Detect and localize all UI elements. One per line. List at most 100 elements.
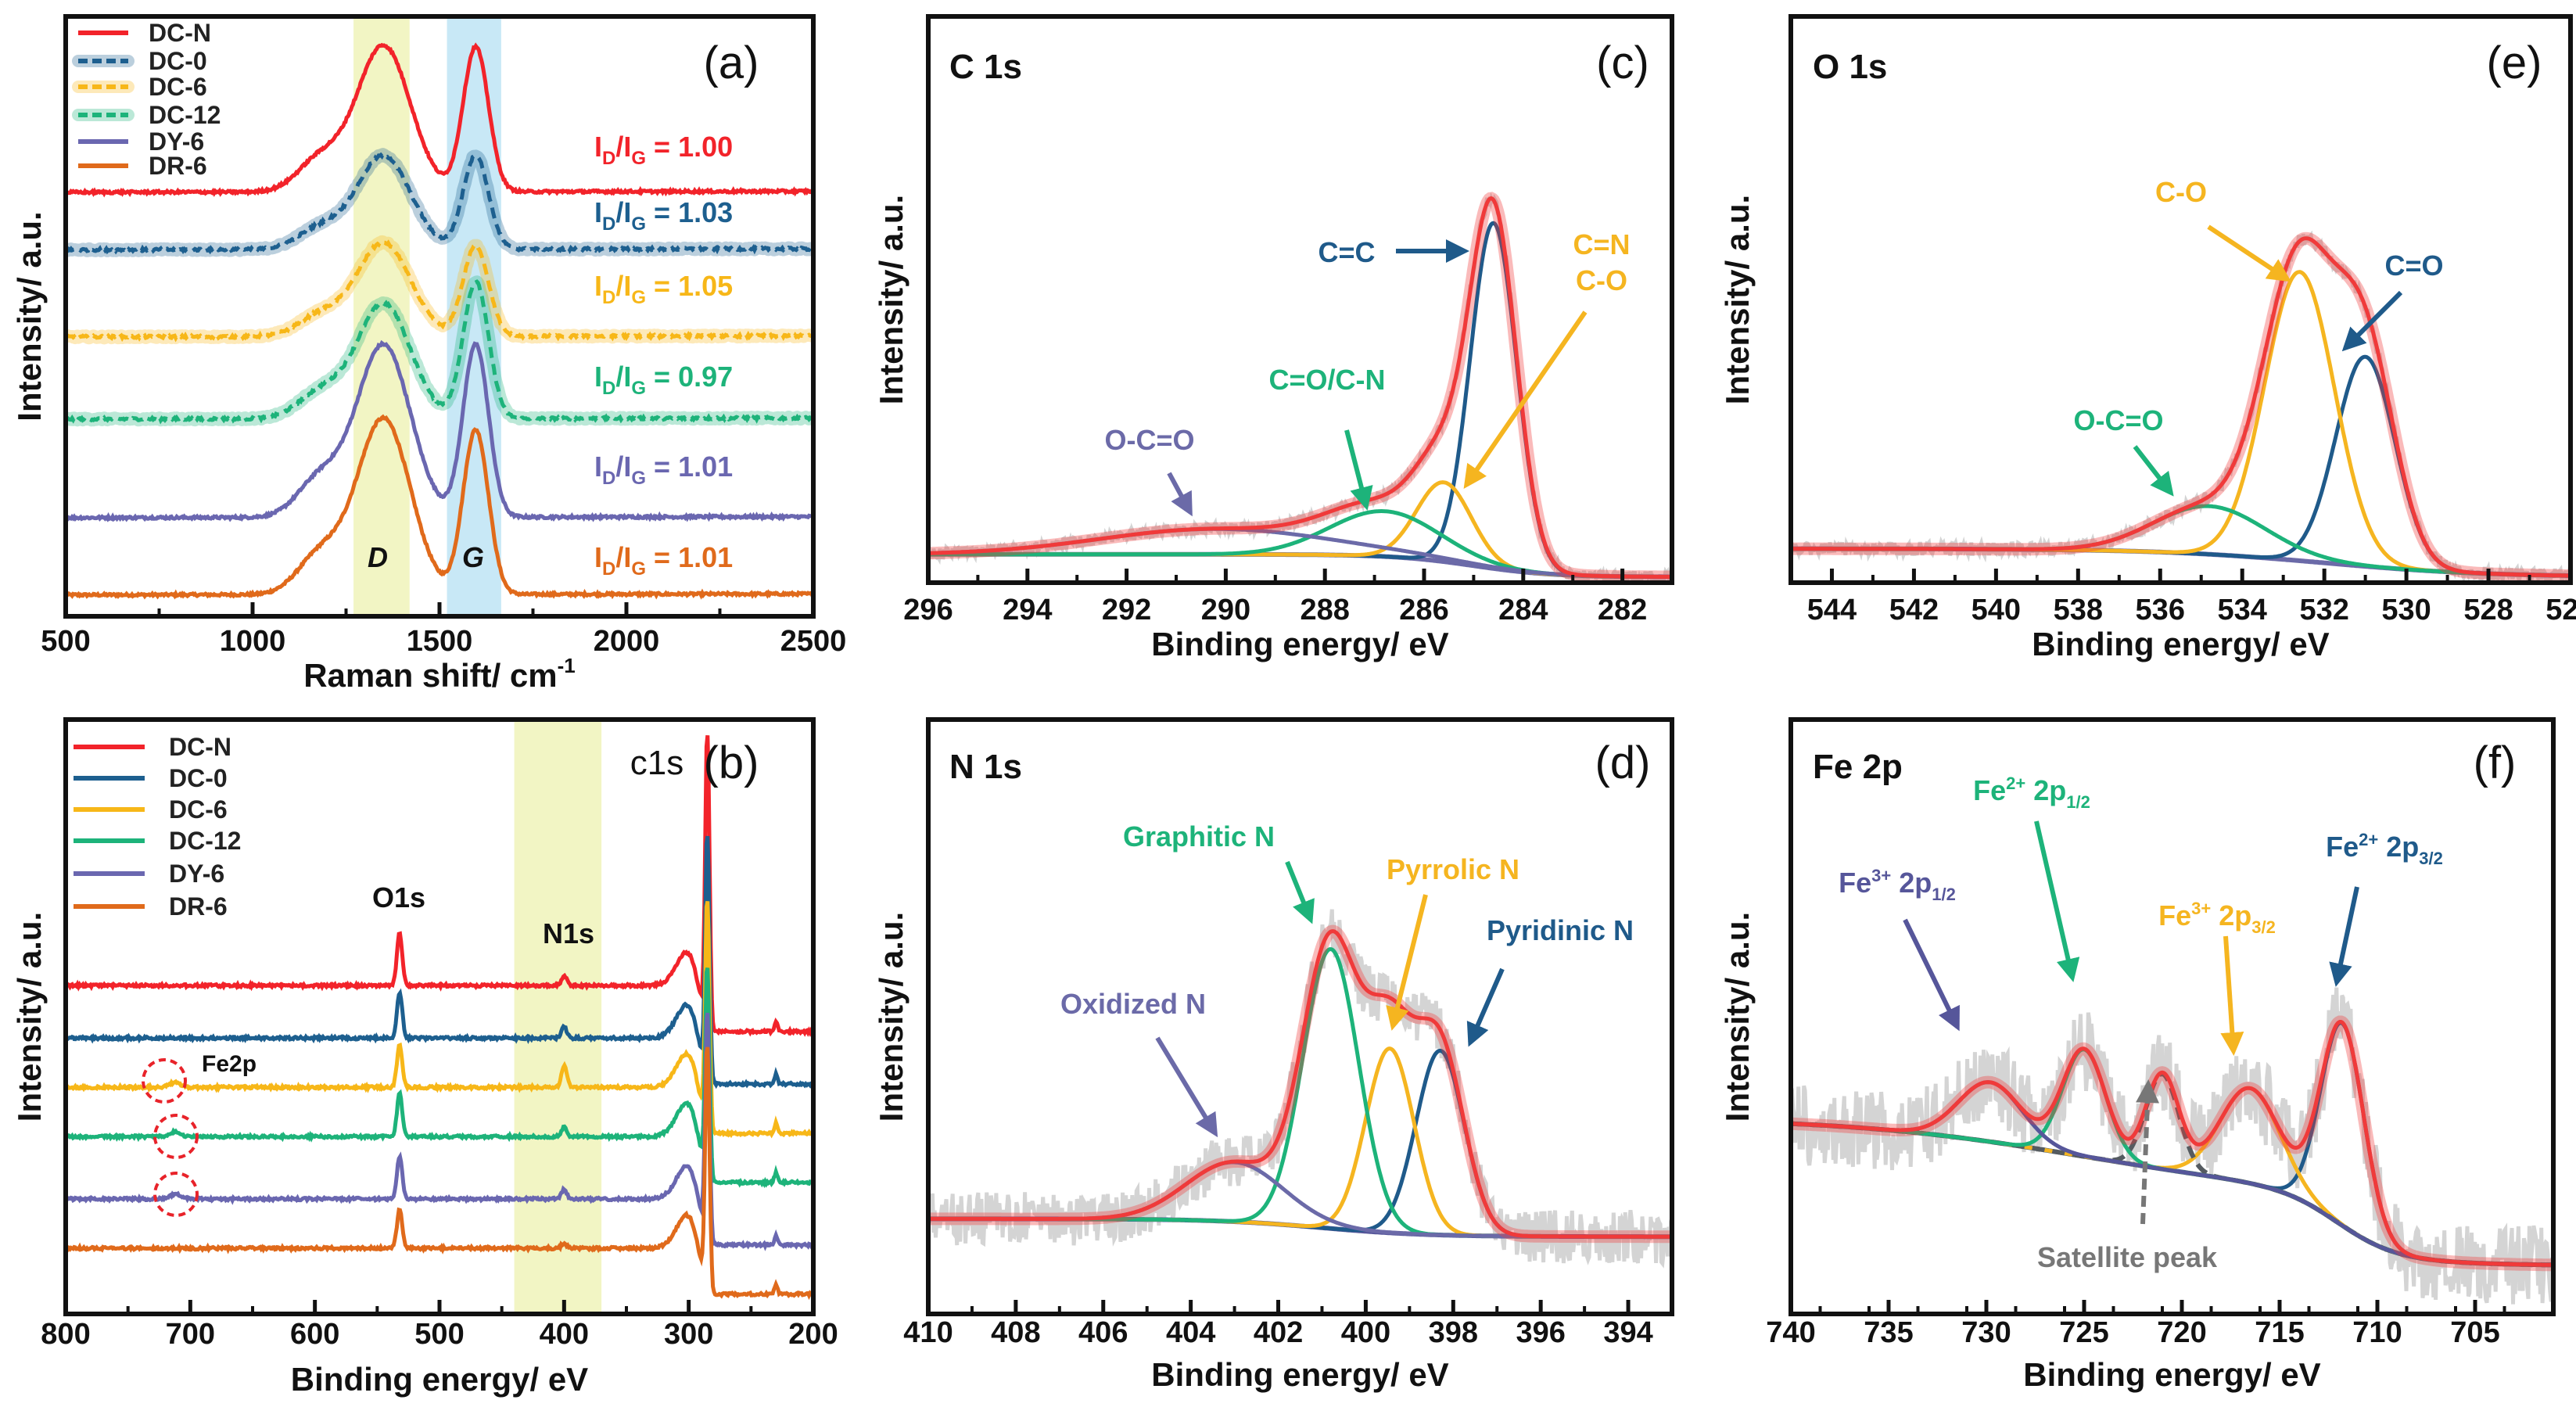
text-part: D <box>602 378 615 399</box>
component-C-O <box>1791 270 2571 578</box>
plot-frame <box>926 14 1674 585</box>
plot-area <box>66 720 813 1314</box>
text-part: O-C=O <box>2073 404 2163 436</box>
text-part: 3+ <box>1871 866 1891 885</box>
text-part: 2p <box>1891 867 1932 899</box>
annotation-arrow <box>2034 820 2080 982</box>
x-tick-label: 400 <box>1341 1316 1390 1349</box>
panel-label: (b) <box>704 738 759 788</box>
text-part: 1/2 <box>1932 885 1956 904</box>
peak-label-n1s: N1s <box>543 917 594 949</box>
x-tick-label: 296 <box>903 594 953 626</box>
raw-data-curve <box>1791 987 2553 1305</box>
x-tick-label: 530 <box>2381 594 2431 626</box>
annotation-label: Pyrrolic N <box>1387 853 1519 885</box>
text-part: C=C <box>1318 236 1375 268</box>
annotation-label: Fe2+ 2p3/2 <box>2326 830 2443 868</box>
annotation-arrow <box>2220 935 2244 1056</box>
x-tick-label: 710 <box>2352 1316 2402 1349</box>
legend-label-DR-6: DR-6 <box>149 152 207 180</box>
text-part: G <box>631 378 646 399</box>
y-axis-title: Intensity/ a.u. <box>11 211 48 421</box>
plot-frame <box>1788 14 2573 585</box>
x-tick-label: 402 <box>1254 1316 1303 1349</box>
panel-label: (d) <box>1595 738 1651 788</box>
series-DC-12 <box>66 279 813 425</box>
legend-label-DR-6: DR-6 <box>169 892 228 921</box>
legend-label-DC-0: DC-0 <box>149 47 207 75</box>
x-tick-label: 540 <box>1971 594 2021 626</box>
x-tick-label: 398 <box>1429 1316 1478 1349</box>
envelope-curve <box>928 196 1672 580</box>
panel-title: Fe 2p <box>1813 748 1903 786</box>
text-part: D <box>602 558 615 580</box>
x-tick-label: 532 <box>2299 594 2348 626</box>
ratio-label-DC-6: ID/IG = 1.05 <box>594 270 733 308</box>
x-tick-label: 292 <box>1102 594 1151 626</box>
annotation-arrow <box>1386 894 1428 1031</box>
x-tick-label: 400 <box>540 1318 589 1351</box>
text-part: /I <box>615 270 631 302</box>
legend-label-DY-6: DY-6 <box>149 127 204 156</box>
text-part: Binding energy/ eV <box>1151 1356 1448 1393</box>
x-tick-label: 294 <box>1003 594 1052 626</box>
text-part: Graphitic N <box>1123 820 1275 852</box>
x-tick-label: 730 <box>1961 1316 2011 1349</box>
text-part: = 0.97 <box>646 361 733 393</box>
x-axis-title: Binding energy/ eV <box>1151 1356 1448 1393</box>
band-D <box>353 16 410 616</box>
annotation-arrow <box>2341 290 2403 352</box>
x-axis-title: Raman shift/ cm-1 <box>303 654 576 694</box>
x-tick-label: 284 <box>1498 594 1548 626</box>
x-axis-title: Binding energy/ eV <box>2032 626 2329 662</box>
x-tick-label: 715 <box>2255 1316 2304 1349</box>
x-tick-label: 396 <box>1516 1316 1565 1349</box>
text-part: Pyrrolic N <box>1387 853 1519 885</box>
annotation-arrow <box>1903 918 1960 1032</box>
annotation-label: C=O <box>2384 249 2443 282</box>
text-part: O-C=O <box>1104 424 1194 456</box>
legend-label-DC-N: DC-N <box>149 19 211 47</box>
text-part: C-O <box>1576 264 1627 296</box>
annotation-arrow <box>1344 429 1373 511</box>
x-tick-label: 528 <box>2463 594 2513 626</box>
x-tick-label: 542 <box>1889 594 1939 626</box>
ratio-label-DC-N: ID/IG = 1.00 <box>594 131 733 169</box>
text-part: G <box>631 287 646 308</box>
text-part: I <box>594 361 602 393</box>
annotation-label: Graphitic N <box>1123 820 1275 852</box>
legend-label-DC-12: DC-12 <box>169 827 241 855</box>
x-tick-label: 600 <box>290 1318 339 1351</box>
y-axis-title: Intensity/ a.u. <box>873 912 909 1122</box>
text-part: = 1.01 <box>646 450 733 483</box>
text-part: 2p <box>2378 831 2419 863</box>
annotation-label: O-C=O <box>1104 424 1194 456</box>
band-N1s <box>514 720 602 1314</box>
x-tick-label: 500 <box>41 625 90 658</box>
plot-area <box>66 16 813 616</box>
annotation-label: Pyridinic N <box>1487 914 1634 946</box>
x-tick-label: 705 <box>2450 1316 2499 1349</box>
x-axis-title: Binding energy/ eV <box>2023 1356 2320 1393</box>
text-part: Fe <box>1973 774 2006 806</box>
raw-data-curve <box>1791 230 2571 583</box>
panel-c: C=C C=N C-O C=O/C-N O-C=O 296 294 292 290 288 286 2… <box>873 14 1674 662</box>
legend-label-DC-6: DC-6 <box>169 795 228 824</box>
text-part: G <box>631 214 646 235</box>
y-axis-title: Intensity/ a.u. <box>1719 912 1756 1122</box>
x-tick-label: 544 <box>1807 594 1857 626</box>
panel-d: Pyridinic N Pyrrolic N Graphitic N Oxidized… <box>873 717 1674 1393</box>
panel-label: (e) <box>2487 38 2542 88</box>
y-axis-title: Intensity/ a.u. <box>1719 195 1756 404</box>
text-part: 2+ <box>2359 830 2378 849</box>
text-part: Binding energy/ eV <box>2032 626 2329 662</box>
text-part: D <box>602 468 615 489</box>
peak-label-fe2p: Fe2p <box>202 1051 257 1077</box>
x-tick-label: 410 <box>903 1316 953 1349</box>
panel-title: N 1s <box>949 748 1022 786</box>
x-tick-label: 500 <box>414 1318 464 1351</box>
x-tick-label: 286 <box>1399 594 1448 626</box>
text-part: D <box>602 148 615 169</box>
x-axis-title: Binding energy/ eV <box>1151 626 1448 662</box>
